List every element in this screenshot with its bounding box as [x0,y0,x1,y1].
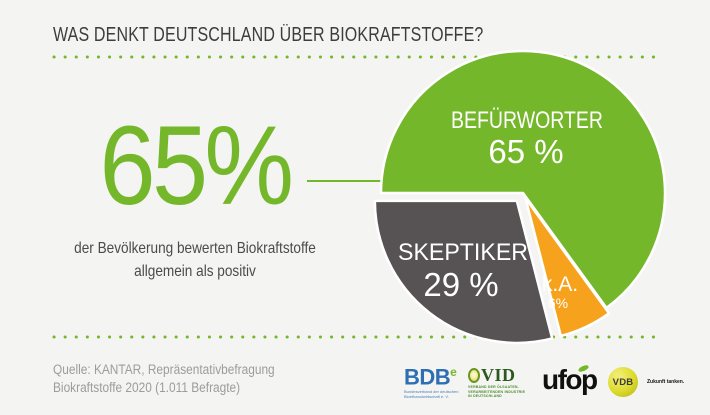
ovid-wordmark: VID [468,364,528,385]
vdb-logo: VDB Zukunft tanken. [608,367,698,397]
pie-label-ka: k.A. [542,273,578,296]
pie-slices [373,49,667,345]
pie-value-befuerworter: 65 % [488,133,563,170]
highlight-description-line1: der Bevölkerung bewerten Biokraftstoffe [74,240,316,257]
pie-slice-1 [524,197,611,338]
bdbe-text: BDB [404,364,451,390]
ovid-o-icon [468,367,480,383]
pie-label-skeptiker: SKEPTIKER [398,239,528,266]
vdb-text: VDB [612,376,634,388]
ovid-text: VID [481,364,516,385]
vdb-circle-icon: VDB [608,367,638,397]
ovid-subtext: VERBAND DER ÖLSAATEN- VERARBEITENDEN IND… [468,385,528,399]
bdbe-wordmark: BDBe [404,362,464,390]
ufop-wordmark: ufop [542,364,598,395]
highlight-description-line2: allgemein als positiv [134,263,256,280]
vdb-tagline: Zukunft tanken. [647,379,685,385]
ufop-logo: ufop [542,363,602,402]
bdbe-subtext-line2: Bioethanolwirtschaft e. V. [404,394,449,400]
ovid-subtext-line3: IN DEUTSCHLAND [468,394,502,399]
highlight-value: 65% [99,103,295,228]
pie-value-skeptiker: 29 % [423,266,498,303]
highlight-description: der Bevölkerung bewerten Biokraftstoffe … [59,237,331,283]
source-line1: Quelle: KANTAR, Repräsentativbefragung [53,362,275,377]
bdbe-subtext-line1: Bundesverband der deutschen [404,389,459,395]
ovid-logo: VID VERBAND DER ÖLSAATEN- VERARBEITENDEN… [468,364,528,399]
pie-slice-2 [373,199,554,345]
pie-label-befuerworter: BEFÜRWORTER [451,107,603,134]
bdbe-sup-e: e [450,365,457,379]
bdbe-subtext: Bundesverband der deutschen Bioethanolwi… [404,389,464,399]
page-title: WAS DENKT DEUTSCHLAND ÜBER BIOKRAFTSTOFF… [53,24,484,46]
pie-slice-0 [379,49,667,310]
ovid-subtext-line2: VERARBEITENDEN INDUSTRIE [468,389,526,394]
source-note: Quelle: KANTAR, Repräsentativbefragung B… [53,361,275,397]
ovid-subtext-line1: VERBAND DER ÖLSAATEN- [468,385,519,389]
pie-value-ka: 6% [548,295,568,311]
source-line2: Biokraftstoffe 2020 (1.011 Befragte) [53,380,241,395]
bdbe-logo: BDBe Bundesverband der deutschen Bioetha… [404,362,464,399]
